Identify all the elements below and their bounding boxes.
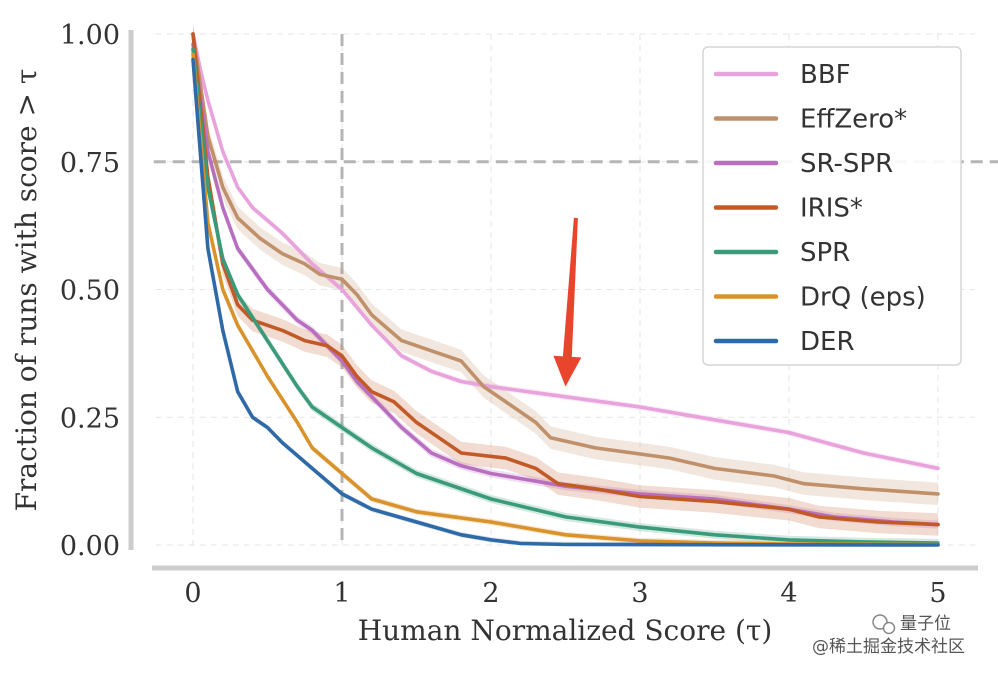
- series-line-sr-spr: [191, 42, 940, 527]
- x-axis-label: Human Normalized Score (τ): [358, 614, 773, 647]
- y-tick-label-2: 0.50: [60, 276, 120, 307]
- legend-label-iris: IRIS*: [800, 194, 863, 224]
- legend-label-sr-spr: SR-SPR: [800, 149, 893, 179]
- legend-label-der: DER: [800, 327, 855, 357]
- x-tick-label-2: 2: [482, 578, 499, 609]
- x-tick-label-4: 4: [780, 578, 797, 609]
- x-tick-labels: 0 1 2 3 4 5: [184, 578, 946, 609]
- legend-item-effzero: EffZero*: [713, 105, 907, 135]
- legend: BBF EffZero* SR-SPR IRIS* SPR DrQ (eps) DER: [702, 46, 962, 366]
- axes: [128, 30, 978, 571]
- legend-label-bbf: BBF: [800, 60, 851, 90]
- legend-label-effzero: EffZero*: [800, 105, 907, 135]
- y-tick-label-4: 1.00: [60, 20, 120, 51]
- watermark: 量子位 @稀土掘金技术社区: [812, 614, 965, 657]
- y-tick-labels: 0.00 0.25 0.50 0.75 1.00: [60, 20, 120, 562]
- x-tick-label-3: 3: [631, 578, 648, 609]
- series-line-bbf: [191, 32, 940, 471]
- x-tick-label-5: 5: [929, 578, 946, 609]
- legend-item-bbf: BBF: [713, 60, 851, 90]
- series-line-spr: [191, 47, 940, 545]
- legend-item-drq-eps: DrQ (eps): [713, 283, 926, 313]
- legend-item-der: DER: [713, 327, 855, 357]
- y-tick-label-1: 0.25: [60, 403, 120, 434]
- legend-items: BBF EffZero* SR-SPR IRIS* SPR DrQ (eps) DER: [713, 60, 926, 357]
- y-tick-label-3: 0.75: [60, 148, 120, 179]
- y-tick-label-0: 0.00: [60, 531, 120, 562]
- series-line-drq-eps: [191, 52, 940, 547]
- x-tick-label-1: 1: [333, 578, 350, 609]
- annotation-arrow: [553, 217, 582, 387]
- watermark-brand: 量子位: [900, 614, 951, 634]
- arrow-shape: [553, 217, 582, 387]
- legend-label-drq-eps: DrQ (eps): [800, 283, 926, 313]
- legend-label-spr: SPR: [800, 238, 850, 268]
- legend-item-spr: SPR: [713, 238, 850, 268]
- series-line-effzero: [191, 32, 940, 496]
- wechat-icon: [872, 614, 896, 635]
- legend-item-sr-spr: SR-SPR: [713, 149, 893, 179]
- legend-frame: [702, 46, 962, 366]
- y-axis-label: Fraction of runs with score > τ: [10, 69, 43, 512]
- watermark-site: @稀土掘金技术社区: [812, 637, 965, 657]
- series-line-der: [191, 57, 940, 547]
- x-tick-label-0: 0: [184, 578, 201, 609]
- series-lines: [191, 32, 940, 547]
- legend-item-iris: IRIS*: [713, 194, 863, 224]
